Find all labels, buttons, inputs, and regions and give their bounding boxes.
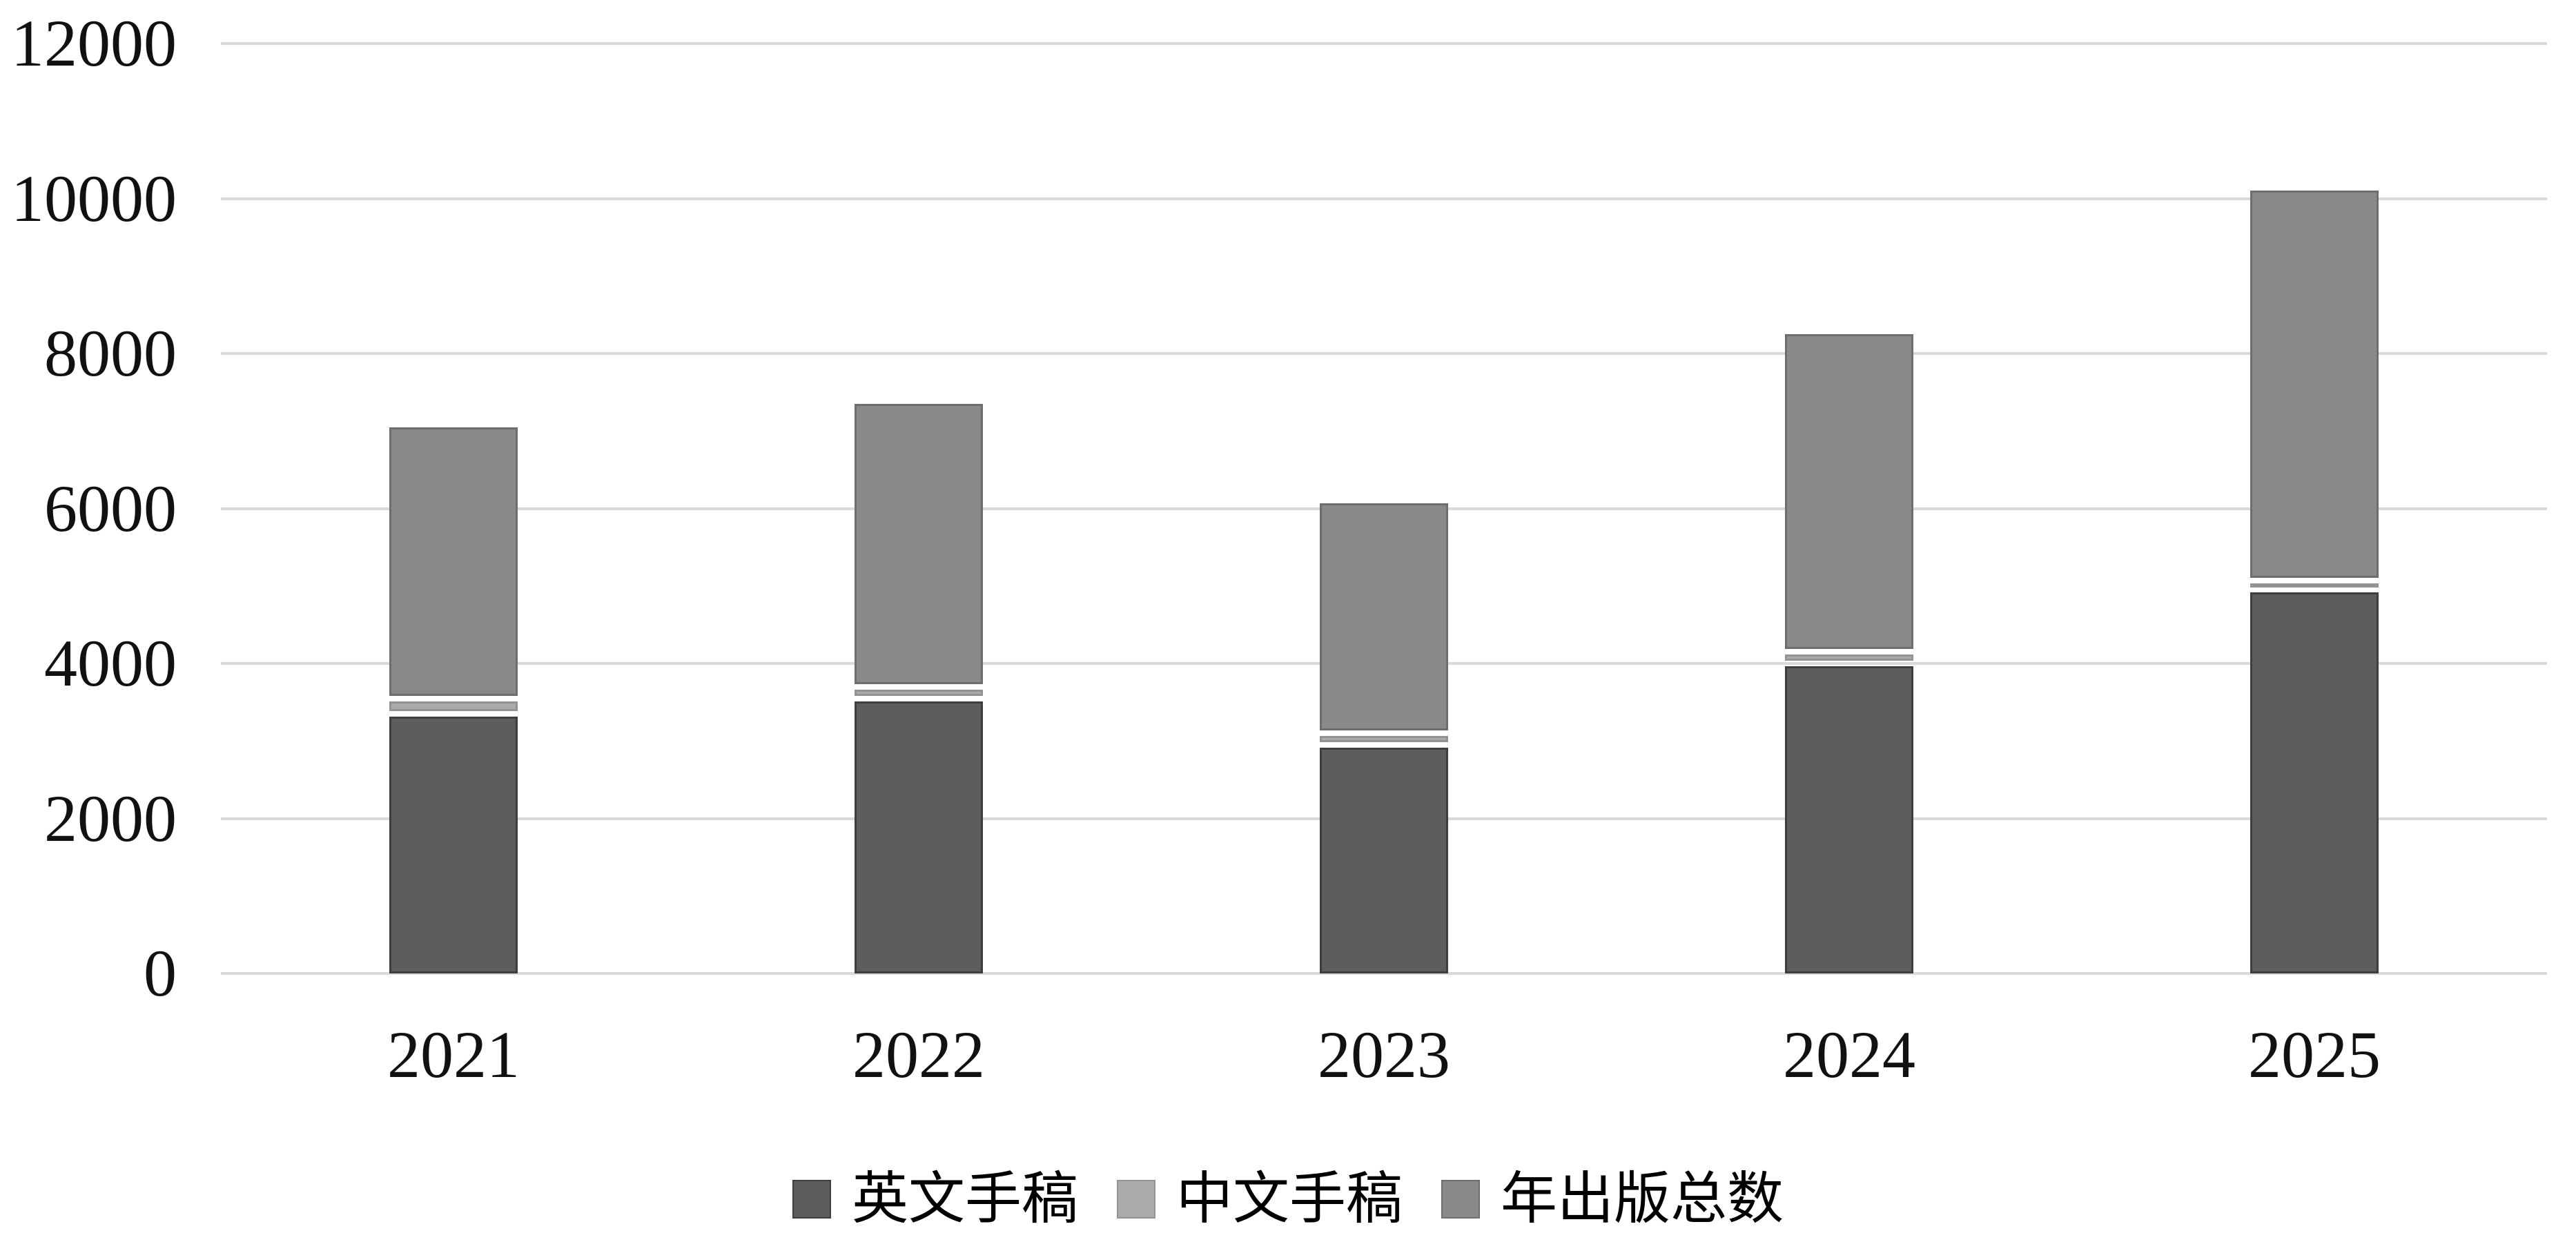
bar-segment-2025-中文手稿 (2250, 583, 2379, 588)
y-tick-label-12000: 12000 (11, 6, 177, 80)
gridline-y-12000 (221, 42, 2547, 45)
bar-segment-2024-中文手稿 (1785, 654, 1913, 661)
gridline-y-8000 (221, 352, 2547, 355)
bar-segment-2021-英文手稿 (389, 716, 518, 973)
legend-label: 中文手稿 (1175, 1167, 1403, 1230)
gridline-y-10000 (221, 197, 2547, 200)
legend-swatch-icon (1441, 1180, 1480, 1219)
x-axis-label-2022: 2022 (852, 1018, 985, 1091)
legend: 英文手稿 中文手稿 年出版总数 (0, 1168, 2576, 1230)
y-tick-label-10000: 10000 (11, 161, 177, 235)
y-tick-label-6000: 6000 (44, 471, 177, 545)
gridline-y-0 (221, 972, 2547, 975)
legend-swatch-icon (1116, 1180, 1155, 1219)
bar-segment-2021-中文手稿 (389, 701, 518, 711)
bar-segment-2023-英文手稿 (1320, 747, 1448, 973)
legend-swatch-icon (792, 1180, 831, 1219)
y-tick-label-2000: 2000 (44, 781, 177, 855)
bar-segment-2021-年出版总数 (389, 427, 518, 696)
legend-label: 英文手稿 (851, 1167, 1078, 1230)
bar-segment-2025-年出版总数 (2250, 191, 2379, 578)
legend-item-年出版总数: 年出版总数 (1441, 1168, 1784, 1230)
legend-item-英文手稿: 英文手稿 (792, 1168, 1078, 1230)
y-tick-label-0: 0 (144, 936, 177, 1010)
x-axis-label-2024: 2024 (1783, 1018, 1915, 1091)
bar-segment-2023-年出版总数 (1320, 503, 1448, 731)
bar-segment-2022-英文手稿 (855, 701, 983, 973)
y-tick-label-4000: 4000 (44, 626, 177, 700)
bar-segment-2024-英文手稿 (1785, 666, 1913, 973)
legend-label: 年出版总数 (1501, 1167, 1784, 1230)
bar-segment-2023-中文手稿 (1320, 736, 1448, 742)
x-axis-label-2021: 2021 (387, 1018, 520, 1091)
bar-segment-2024-年出版总数 (1785, 333, 1913, 650)
bar-segment-2025-英文手稿 (2250, 592, 2379, 973)
y-tick-label-8000: 8000 (44, 316, 177, 390)
x-axis-label-2025: 2025 (2248, 1018, 2381, 1091)
bar-segment-2022-中文手稿 (855, 689, 983, 696)
x-axis-label-2023: 2023 (1318, 1018, 1450, 1091)
bar-segment-2022-年出版总数 (855, 403, 983, 684)
legend-item-中文手稿: 中文手稿 (1116, 1167, 1403, 1230)
